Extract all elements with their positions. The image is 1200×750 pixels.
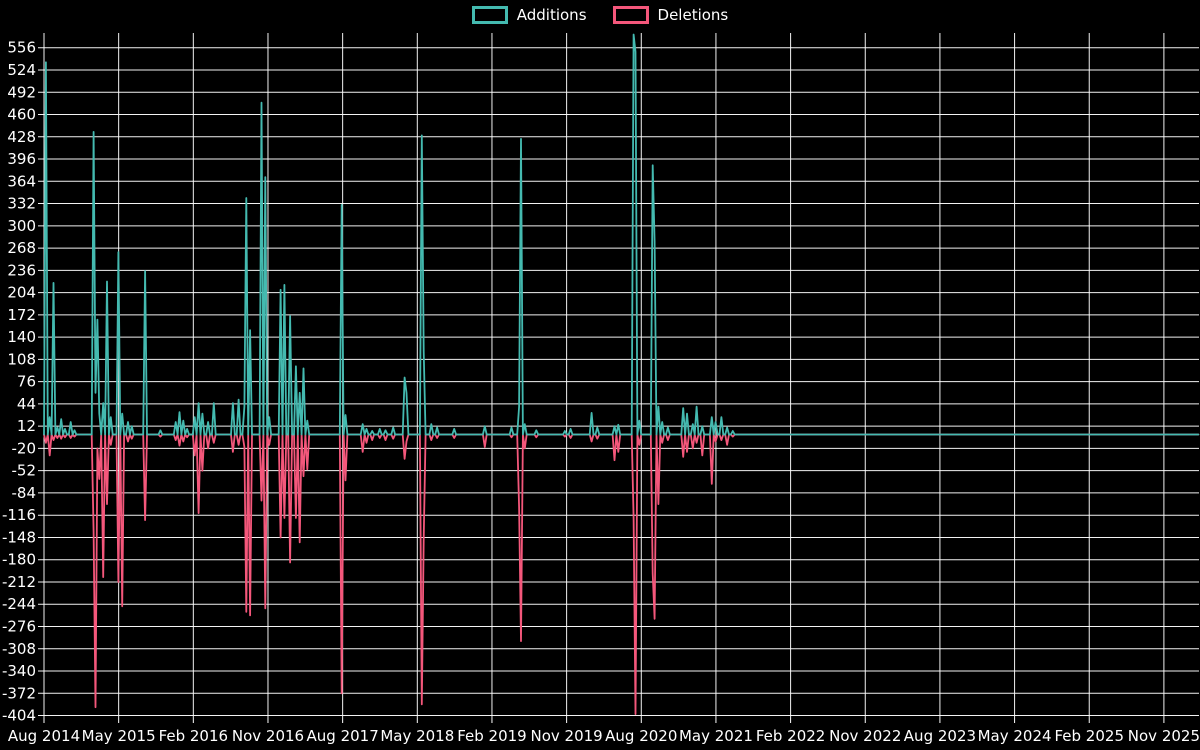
y-tick-label: -84 [12, 484, 37, 502]
x-tick-label: Aug 2020 [605, 727, 677, 745]
y-tick-label: -20 [12, 439, 37, 457]
y-tick-label: 236 [7, 261, 36, 279]
y-tick-label: -276 [2, 617, 36, 635]
additions-line [43, 33, 1200, 436]
y-tick-label: -404 [2, 707, 36, 725]
y-tick-label: 428 [7, 128, 36, 146]
y-tick-label: 140 [7, 328, 36, 346]
additions-label: Additions [516, 6, 587, 24]
x-tick-label: May 2021 [679, 727, 753, 745]
x-tick-label: Nov 2022 [829, 727, 901, 745]
y-tick-label: -180 [2, 551, 36, 569]
y-tick-label: 268 [7, 239, 36, 257]
y-tick-label: 492 [7, 83, 36, 101]
additions-swatch [471, 6, 508, 24]
y-tick-label: -116 [2, 506, 36, 524]
y-tick-label: 396 [7, 150, 36, 168]
y-tick-label: 460 [7, 106, 36, 124]
y-tick-label: 300 [7, 217, 36, 235]
y-tick-label: -308 [2, 640, 36, 658]
x-tick-label: Feb 2016 [159, 727, 229, 745]
deletions-line [43, 433, 1200, 715]
deletions-label: Deletions [657, 6, 729, 24]
y-tick-label: 44 [17, 395, 36, 413]
y-tick-label: 204 [7, 284, 36, 302]
y-tick-label: -340 [2, 662, 36, 680]
y-tick-label: 524 [7, 61, 36, 79]
legend-item-deletions[interactable]: Deletions [612, 6, 729, 24]
y-tick-label: -372 [2, 684, 36, 702]
y-tick-label: -52 [12, 462, 37, 480]
y-tick-label: 364 [7, 172, 36, 190]
x-tick-label: May 2024 [978, 727, 1052, 745]
x-tick-label: Nov 2019 [531, 727, 603, 745]
deletions-swatch [612, 6, 649, 24]
y-tick-label: 172 [7, 306, 36, 324]
x-tick-label: Aug 2017 [307, 727, 379, 745]
x-tick-label: Feb 2019 [457, 727, 527, 745]
x-tick-label: Feb 2025 [1054, 727, 1124, 745]
x-tick-label: May 2015 [82, 727, 156, 745]
chart-legend: Additions Deletions [0, 6, 1200, 24]
y-tick-label: 332 [7, 195, 36, 213]
x-tick-label: Aug 2023 [904, 727, 976, 745]
y-tick-label: 76 [17, 373, 36, 391]
legend-item-additions[interactable]: Additions [471, 6, 587, 24]
x-tick-label: Nov 2025 [1128, 727, 1200, 745]
x-tick-label: May 2018 [380, 727, 454, 745]
y-tick-label: -244 [2, 595, 36, 613]
y-tick-label: -212 [2, 573, 36, 591]
y-tick-label: 556 [7, 39, 36, 57]
x-tick-label: Feb 2022 [756, 727, 826, 745]
x-tick-label: Aug 2014 [8, 727, 80, 745]
y-tick-label: 12 [17, 417, 36, 435]
x-tick-label: Nov 2016 [232, 727, 304, 745]
y-tick-label: 108 [7, 350, 36, 368]
y-tick-label: -148 [2, 528, 36, 546]
